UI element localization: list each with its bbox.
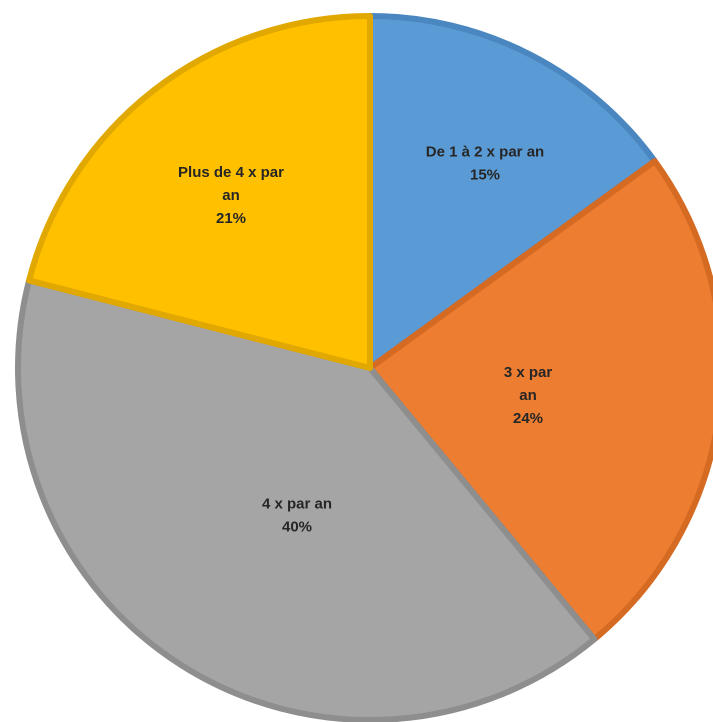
pie-slice-label-1: 3 x par an 24% (504, 364, 553, 427)
pie-slice-percent: 40% (282, 519, 312, 536)
pie-slice-category: Plus de 4 x par (178, 164, 284, 181)
pie-slices (15, 13, 713, 722)
pie-slice-percent: 24% (513, 410, 543, 427)
pie-slice-percent: 21% (216, 210, 246, 227)
pie-slice-percent: 15% (470, 167, 500, 184)
pie-slice-category: 3 x par (504, 364, 553, 381)
pie-slice-category: De 1 à 2 x par an (426, 144, 544, 161)
pie-slice-category: an (222, 187, 240, 204)
pie-slice-3 (26, 13, 373, 371)
pie-slice-1 (367, 158, 713, 643)
pie-slice-label-3: Plus de 4 x par an 21% (178, 164, 284, 227)
pie-slice-label-0: De 1 à 2 x par an 15% (426, 144, 544, 184)
pie-slice-2 (15, 277, 598, 722)
pie-slice-0 (367, 13, 658, 371)
pie-slice-category: 4 x par an (262, 496, 332, 513)
pie-slice-category: an (519, 387, 537, 404)
pie-data-labels: De 1 à 2 x par an 15% 3 x par an 24% 4 x par … (178, 144, 552, 536)
pie-slice-label-2: 4 x par an 40% (262, 496, 332, 536)
